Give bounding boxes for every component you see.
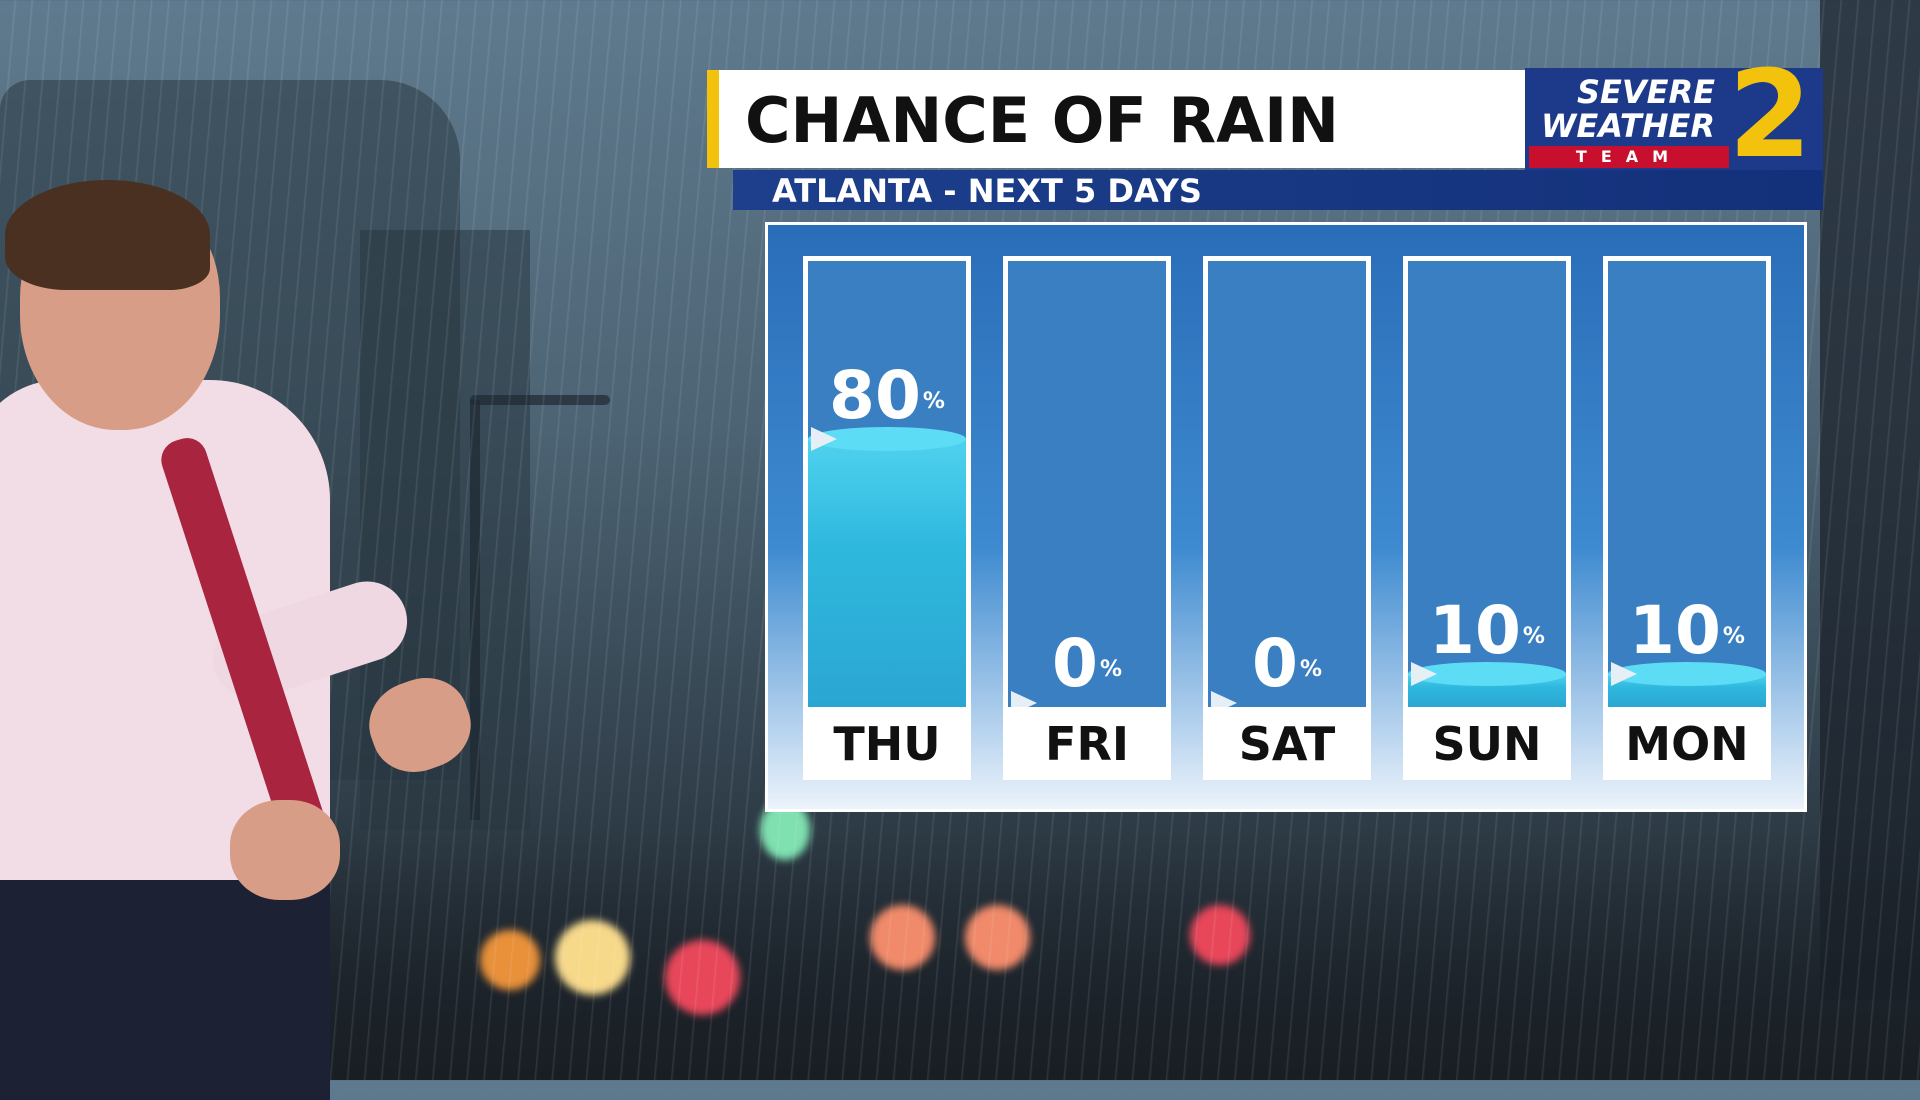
car-light	[1190, 905, 1250, 965]
value-label: 0%	[1008, 629, 1166, 699]
column-sun: 10% SUN	[1403, 256, 1571, 780]
logo-line-weather: WEATHER	[1541, 107, 1715, 145]
level-marker-icon	[1611, 662, 1637, 686]
level-marker-icon	[1411, 662, 1437, 686]
title-bar	[707, 70, 1527, 168]
subtitle-bar	[733, 170, 1823, 210]
logo-line-team: TEAM	[1529, 146, 1729, 168]
day-label: FRI	[1045, 717, 1129, 771]
car-light	[665, 940, 740, 1015]
car-light	[555, 920, 630, 995]
presenter-hand-clicker	[230, 800, 340, 900]
chart-title: CHANCE OF RAIN	[745, 84, 1340, 157]
day-label: MON	[1625, 717, 1749, 771]
value-number: 80	[829, 357, 921, 434]
level-marker-icon	[1211, 691, 1237, 707]
street-lamp-arm	[470, 395, 610, 405]
value-label: 80%	[808, 361, 966, 431]
severe-weather-team-logo: SEVERE WEATHER TEAM 2	[1525, 56, 1823, 176]
car-light	[965, 905, 1030, 970]
car-light	[480, 930, 540, 990]
presenter	[0, 180, 483, 1100]
column-thu: 80% THU	[803, 256, 971, 780]
value-label: 10%	[1408, 596, 1566, 666]
percent-sign: %	[1299, 657, 1322, 682]
logo-line-severe: SEVERE	[1576, 73, 1715, 111]
value-label: 10%	[1608, 596, 1766, 666]
column-fri: 0% FRI	[1003, 256, 1171, 780]
percent-sign: %	[1522, 624, 1545, 649]
percent-sign: %	[1722, 624, 1745, 649]
column-track: 10%	[1608, 261, 1766, 707]
street-lamp	[470, 400, 480, 820]
car-light	[870, 905, 935, 970]
value-number: 0	[1252, 625, 1298, 702]
value-number: 10	[1629, 592, 1721, 669]
channel-number: 2	[1728, 46, 1812, 185]
level-marker-icon	[1011, 691, 1037, 707]
level-marker-icon	[811, 427, 837, 451]
value-number: 10	[1429, 592, 1521, 669]
percent-sign: %	[922, 389, 945, 414]
presenter-hair	[5, 180, 210, 290]
chart-subtitle: ATLANTA - NEXT 5 DAYS	[772, 172, 1202, 210]
value-number: 0	[1052, 625, 1098, 702]
value-label: 0%	[1208, 629, 1366, 699]
percent-sign: %	[1099, 657, 1122, 682]
column-track: 0%	[1208, 261, 1366, 707]
column-track: 0%	[1008, 261, 1166, 707]
column-track: 80%	[808, 261, 966, 707]
day-label: SUN	[1432, 717, 1542, 771]
rain-fill-bar	[808, 427, 966, 707]
column-track: 10%	[1408, 261, 1566, 707]
column-mon: 10% MON	[1603, 256, 1771, 780]
day-label: THU	[833, 717, 941, 771]
column-sat: 0% SAT	[1203, 256, 1371, 780]
presenter-pants	[0, 880, 330, 1100]
day-label: SAT	[1238, 717, 1336, 771]
